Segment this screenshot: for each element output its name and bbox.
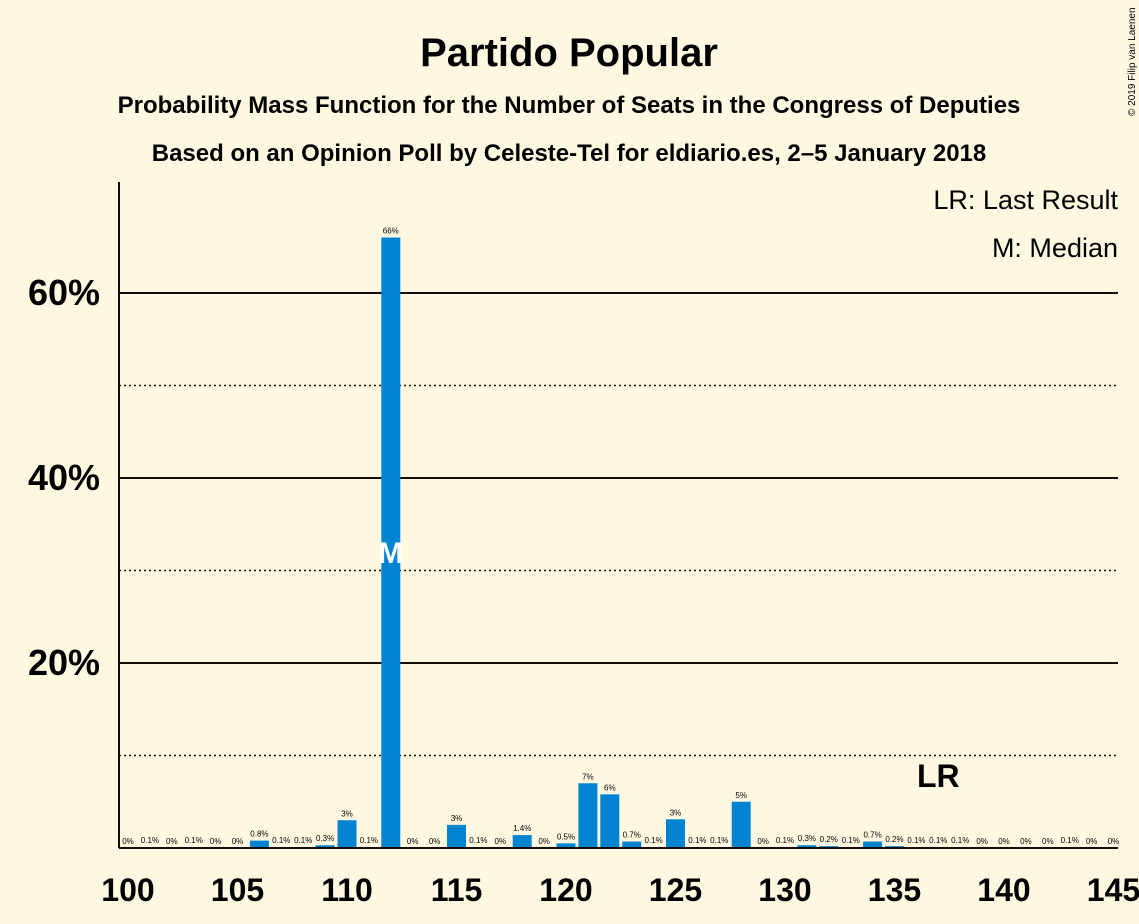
data-label-100: 0% — [122, 837, 134, 846]
data-label-108: 0.1% — [294, 836, 312, 845]
y-tick-label: 60% — [28, 272, 100, 313]
data-label-123: 0.7% — [623, 831, 641, 840]
data-label-127: 0.1% — [710, 836, 728, 845]
bars-group — [140, 237, 1080, 848]
bar-123 — [622, 841, 642, 848]
data-label-124: 0.1% — [644, 836, 662, 845]
legend-last-result: LR: Last Result — [933, 185, 1118, 215]
data-label-139: 0% — [976, 837, 988, 846]
data-label-130: 0.1% — [776, 836, 794, 845]
data-label-102: 0% — [166, 837, 178, 846]
bar-121 — [578, 783, 598, 848]
bar-125 — [666, 819, 685, 848]
data-label-115: 3% — [451, 814, 463, 823]
copyright-text: © 2019 Filip van Laenen — [1127, 7, 1138, 116]
data-label-103: 0.1% — [185, 836, 203, 845]
axes-group: 100 105 110 115 120 125 130 135 140 145 — [101, 182, 1139, 908]
data-label-141: 0% — [1020, 837, 1032, 846]
data-label-112: 66% — [383, 227, 399, 236]
data-label-121: 7% — [582, 772, 594, 781]
data-label-142: 0% — [1042, 837, 1054, 846]
x-tick-label: 100 — [101, 872, 154, 908]
data-label-122: 6% — [604, 783, 616, 792]
last-result-marker: LR — [917, 758, 960, 794]
data-label-126: 0.1% — [688, 836, 706, 845]
data-label-140: 0% — [998, 837, 1010, 846]
chart-subtitle-1: Probability Mass Function for the Number… — [118, 92, 1021, 119]
bar-131 — [797, 845, 817, 848]
y-tick-label: 40% — [28, 457, 100, 498]
data-label-138: 0.1% — [951, 836, 969, 845]
data-label-145: 0% — [1108, 837, 1120, 846]
data-label-105: 0% — [232, 837, 244, 846]
data-label-133: 0.1% — [842, 836, 860, 845]
legend-median: M: Median — [992, 233, 1118, 263]
x-tick-label: 135 — [868, 872, 921, 908]
bar-112 — [381, 237, 401, 848]
data-label-134: 0.7% — [863, 831, 881, 840]
data-labels-group: 0% 0.1% 0% 0.1% 0% 0% 0.8% 0.1% 0.1% 0.3% 3% 0.1% 66… — [122, 227, 1119, 847]
data-label-135: 0.2% — [885, 835, 903, 844]
data-label-132: 0.2% — [820, 835, 838, 844]
data-label-110: 3% — [341, 809, 353, 818]
data-label-129: 0% — [757, 837, 769, 846]
data-label-104: 0% — [210, 837, 222, 846]
x-tick-label: 115 — [431, 872, 483, 908]
bar-118 — [512, 835, 532, 848]
y-tick-label: 20% — [28, 642, 100, 683]
data-label-136: 0.1% — [907, 836, 925, 845]
data-label-106: 0.8% — [250, 830, 268, 839]
grid-lines: 20% 40% 60% — [28, 272, 1118, 757]
data-label-128: 5% — [735, 791, 747, 800]
data-label-118: 1.4% — [513, 824, 531, 833]
x-tick-label: 130 — [758, 872, 811, 908]
data-label-119: 0% — [538, 837, 550, 846]
data-label-131: 0.3% — [798, 834, 816, 843]
x-tick-label: 140 — [977, 872, 1030, 908]
x-tick-label: 125 — [649, 872, 702, 908]
data-label-109: 0.3% — [316, 834, 334, 843]
x-tick-label: 110 — [321, 872, 373, 908]
data-label-137: 0.1% — [929, 836, 947, 845]
bar-115 — [447, 824, 466, 848]
data-label-116: 0.1% — [469, 836, 487, 845]
data-label-125: 3% — [670, 808, 682, 817]
bar-128 — [731, 801, 751, 848]
data-label-113: 0% — [407, 837, 419, 846]
data-label-114: 0% — [429, 837, 441, 846]
x-tick-label: 145 — [1087, 872, 1139, 908]
bar-120 — [556, 843, 576, 848]
bar-109 — [315, 845, 335, 848]
x-tick-label: 120 — [539, 872, 592, 908]
bar-134 — [863, 841, 883, 848]
data-label-120: 0.5% — [557, 832, 575, 841]
x-tick-label: 105 — [211, 872, 264, 908]
chart-title: Partido Popular — [420, 31, 718, 75]
bar-110 — [337, 820, 357, 848]
data-label-144: 0% — [1086, 837, 1098, 846]
data-label-107: 0.1% — [272, 836, 290, 845]
data-label-111: 0.1% — [360, 836, 378, 845]
chart-subtitle-2: Based on an Opinion Poll by Celeste-Tel … — [152, 140, 987, 167]
data-label-143: 0.1% — [1061, 836, 1079, 845]
bar-122 — [600, 794, 620, 848]
bar-106 — [249, 840, 269, 848]
data-label-117: 0% — [495, 837, 507, 846]
data-label-101: 0.1% — [141, 836, 159, 845]
median-marker: M — [378, 537, 403, 570]
